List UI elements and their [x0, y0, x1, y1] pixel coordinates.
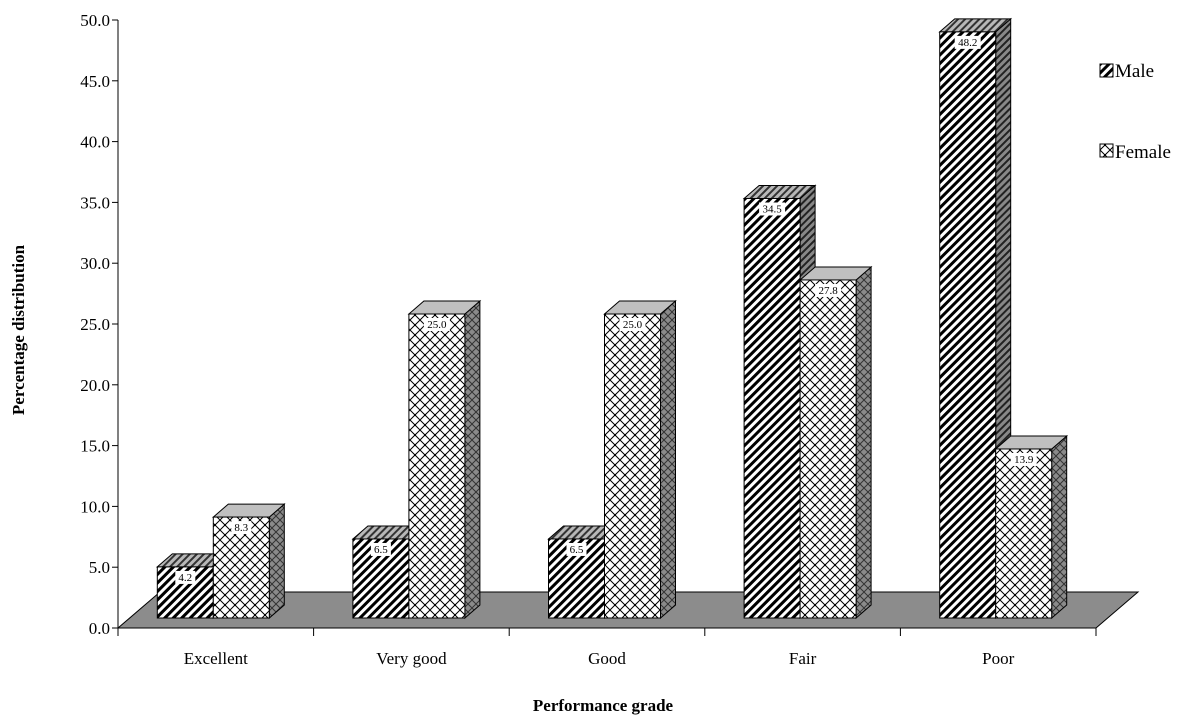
bar-side [1051, 434, 1068, 620]
y-axis-title: Percentage distribution [9, 244, 28, 415]
legend-swatch-female [1099, 143, 1114, 158]
bar-front [799, 279, 857, 619]
x-tick-label: Good [588, 649, 626, 668]
y-tick-label: 40.0 [80, 133, 110, 152]
x-axis-title: Performance grade [533, 696, 674, 715]
y-tick-label: 50.0 [80, 11, 110, 30]
y-tick-label: 30.0 [80, 254, 110, 273]
y-tick-label: 45.0 [80, 72, 110, 91]
y-tick-label: 25.0 [80, 315, 110, 334]
data-label: 6.5 [570, 544, 584, 556]
data-label-bg [619, 318, 646, 331]
bar-front [939, 31, 997, 619]
x-tick-label: Excellent [184, 649, 248, 668]
bar-female-very-good [407, 299, 482, 620]
y-tick-label: 0.0 [89, 619, 110, 638]
x-axis: Excellent Very good Good Fair Poor [117, 627, 1097, 668]
data-label: 4.2 [178, 572, 192, 584]
legend-label-female: Female [1115, 142, 1171, 163]
data-label-bg [566, 542, 587, 556]
y-tick-label: 5.0 [89, 558, 110, 577]
x-tick-label: Fair [789, 649, 817, 668]
bar-front [408, 313, 466, 619]
y-tick-label: 20.0 [80, 376, 110, 395]
data-label-bg [370, 542, 391, 556]
legend-label-male: Male [1115, 61, 1154, 82]
legend-item-male: Male [1099, 61, 1154, 82]
bar-female-fair [798, 265, 873, 620]
bar-female-poor [994, 434, 1069, 620]
bar-female-good [603, 299, 677, 620]
bar-side [268, 502, 285, 620]
data-label: 25.0 [623, 319, 643, 331]
y-tick-label: 10.0 [80, 497, 110, 516]
bar-front [743, 197, 801, 619]
data-label: 6.5 [374, 544, 388, 556]
data-label-bg [423, 318, 450, 331]
data-label-bg [759, 202, 786, 216]
legend-swatch-male [1099, 63, 1114, 78]
data-label: 48.2 [958, 37, 977, 49]
bar-front [995, 448, 1053, 619]
data-labels: 4.2 8.3 6.5 25.0 6.5 25.0 34.5 27.8 48.2 13.9 [175, 35, 1037, 584]
legend: Male Female [1099, 61, 1171, 163]
x-tick-label: Poor [982, 649, 1014, 668]
data-label-bg [815, 283, 842, 297]
bar-front [604, 313, 661, 619]
x-tick-label: Very good [376, 649, 447, 668]
bars [155, 17, 1069, 620]
data-label-bg [954, 35, 981, 49]
bar-side [464, 299, 481, 620]
y-tick-label: 15.0 [80, 437, 110, 456]
data-label: 13.9 [1014, 454, 1034, 466]
y-axis: 0.0 5.0 10.0 15.0 20.0 25.0 30.0 35.0 40.0 45.0 50… [80, 11, 119, 638]
y-tick-label: 35.0 [80, 193, 110, 212]
legend-item-female: Female [1099, 142, 1171, 163]
bar-side [855, 265, 872, 620]
data-label: 27.8 [818, 285, 838, 297]
data-label-bg [231, 521, 252, 535]
data-label: 8.3 [234, 522, 248, 534]
data-label-bg [175, 570, 196, 584]
data-label-bg [1010, 452, 1037, 466]
bar-side [660, 299, 676, 620]
data-label: 34.5 [762, 203, 782, 215]
data-label: 25.0 [427, 319, 447, 331]
